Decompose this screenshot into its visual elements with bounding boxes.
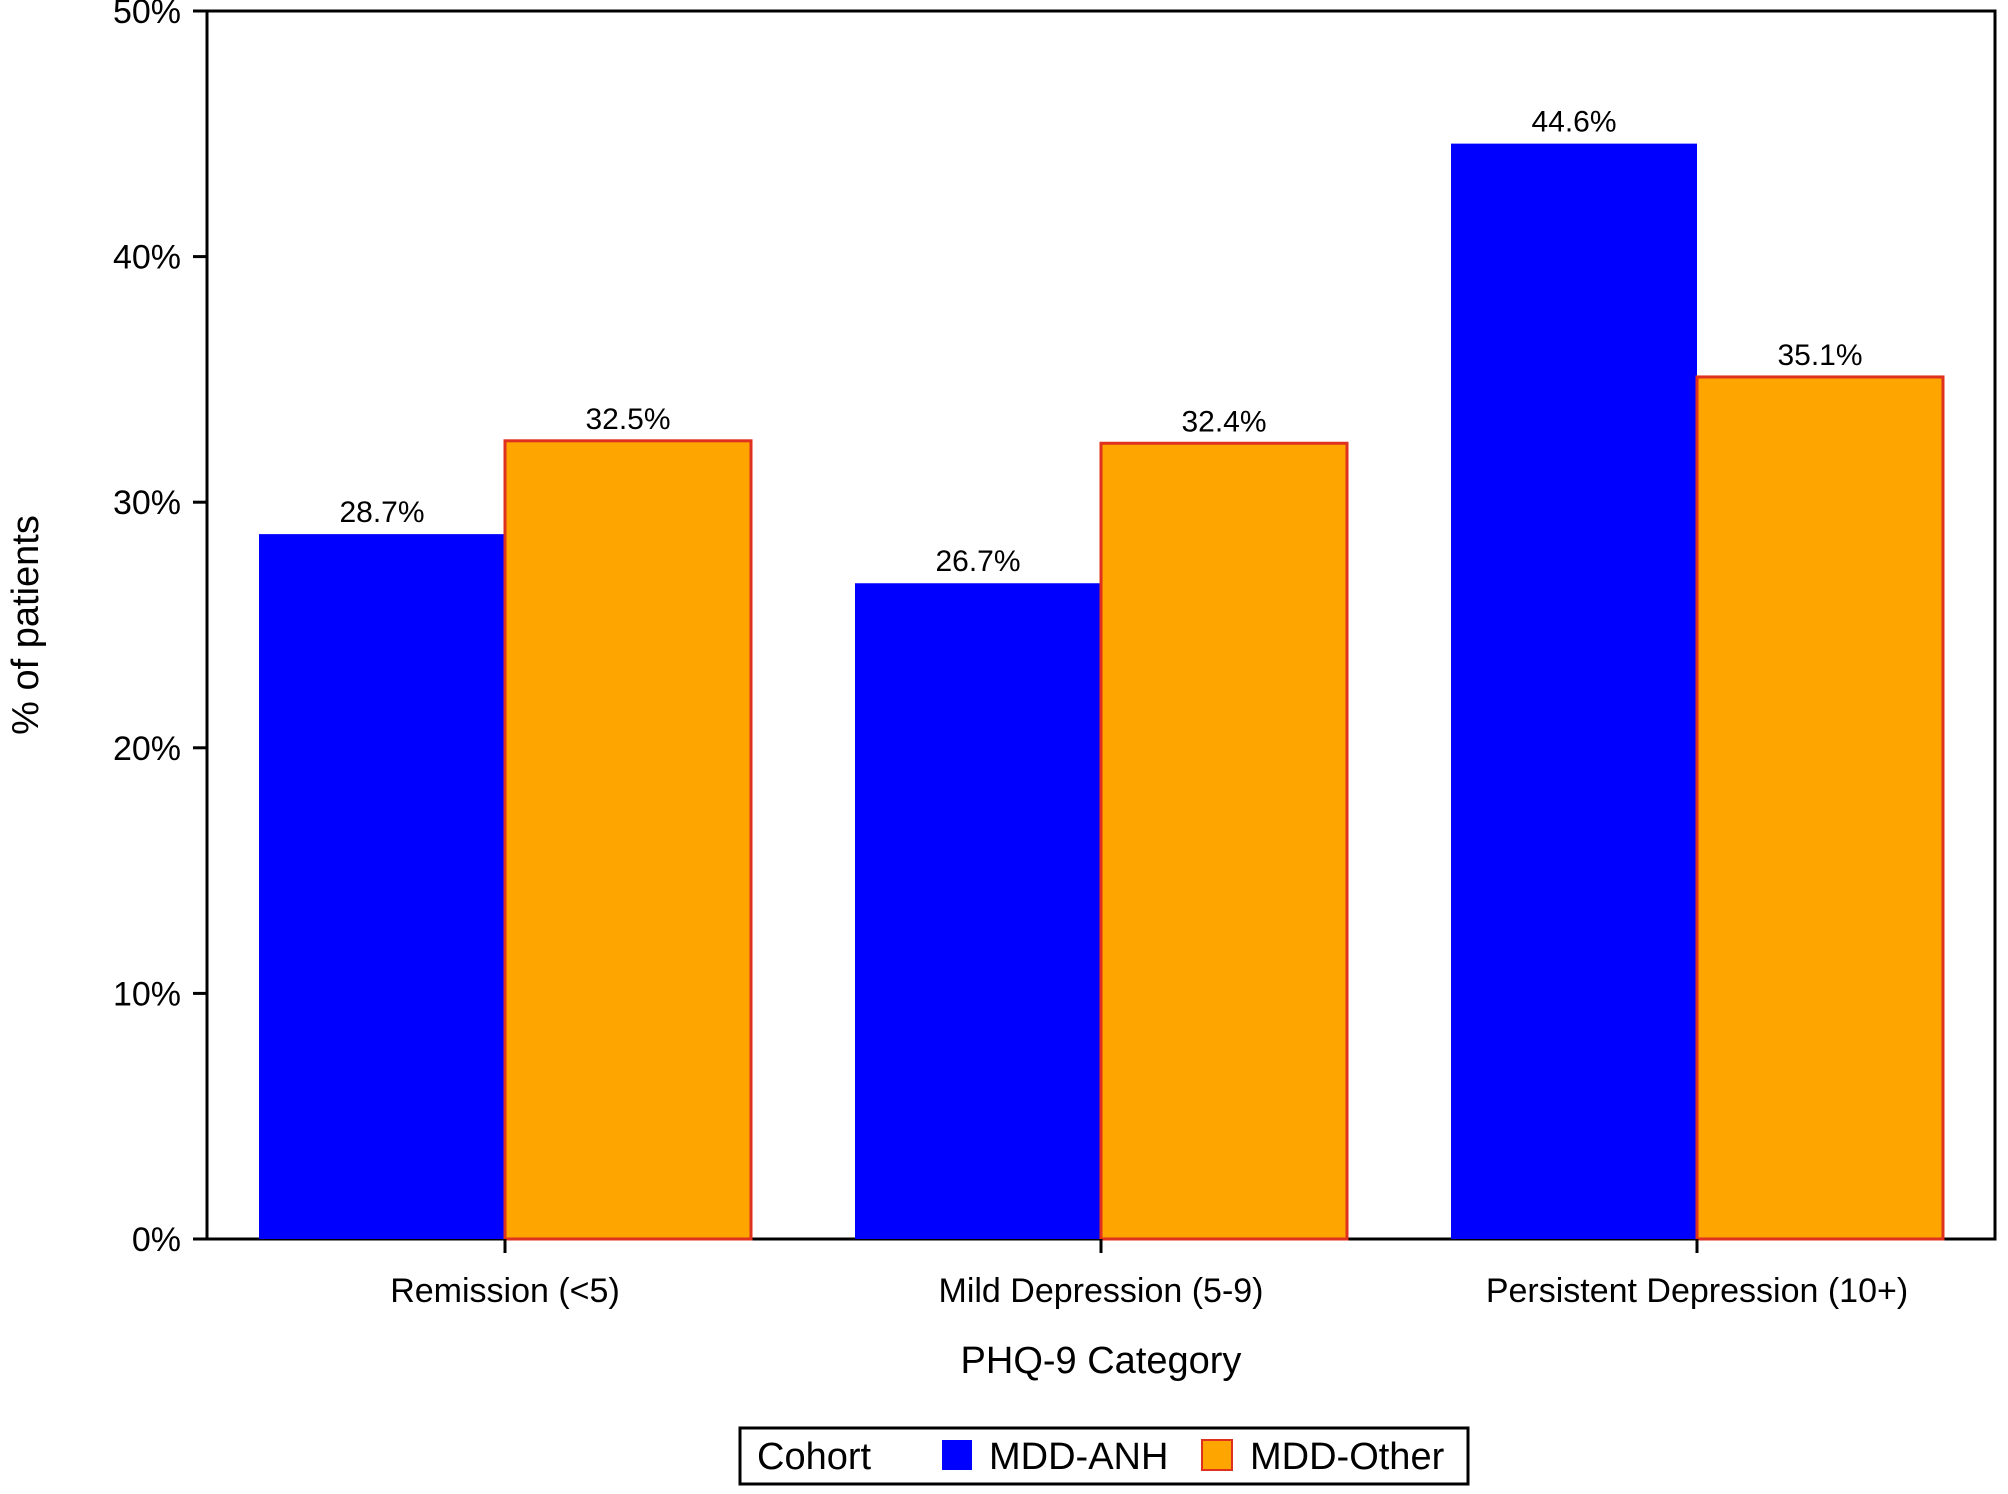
legend: Cohort MDD-ANH MDD-Other (738, 1426, 1470, 1486)
bar-mdd-anh-mild-depression-5-9 (855, 583, 1101, 1239)
data-label-mdd-other-remission-5: 32.5% (585, 403, 670, 436)
data-label-mdd-anh-mild-depression-5-9: 26.7% (935, 545, 1020, 578)
legend-frame (738, 1426, 1470, 1486)
y-axis-title: % of patients (5, 515, 47, 735)
y-tick-label-0: 0% (132, 1221, 181, 1259)
x-tick-label-remission-5: Remission (<5) (390, 1272, 620, 1310)
x-axis: Remission (<5) Mild Depression (5-9) Persi… (390, 1239, 1908, 1310)
y-tick-label-40: 40% (113, 239, 181, 277)
legend-label-mdd-other: MDD-Other (1250, 1436, 1445, 1478)
y-tick-label-50: 50% (113, 0, 181, 31)
x-tick-label-mild-depression-5-9: Mild Depression (5-9) (939, 1272, 1264, 1310)
data-label-mdd-anh-persistent-depression-10: 44.6% (1531, 106, 1616, 139)
data-label-mdd-other-persistent-depression-10: 35.1% (1777, 339, 1862, 372)
bar-mdd-anh-persistent-depression-10 (1451, 143, 1697, 1239)
bars: 28.7% 32.5% 26.7% 32.4% 44.6% 35.1% (259, 106, 1945, 1241)
x-axis-title: PHQ-9 Category (961, 1340, 1242, 1382)
y-tick-label-30: 30% (113, 484, 181, 522)
legend-title: Cohort (757, 1436, 871, 1478)
data-label-mdd-anh-remission-5: 28.7% (339, 496, 424, 529)
bar-mdd-other-persistent-depression-10 (1695, 375, 1945, 1241)
bar-mdd-other-mild-depression-5-9 (1099, 441, 1349, 1241)
y-tick-label-20: 20% (113, 730, 181, 768)
data-label-mdd-other-mild-depression-5-9: 32.4% (1181, 405, 1266, 438)
bar-mdd-anh-remission-5 (259, 534, 505, 1239)
legend-label-mdd-anh: MDD-ANH (989, 1436, 1168, 1478)
x-tick-label-persistent-depression-10: Persistent Depression (10+) (1486, 1272, 1908, 1310)
y-tick-label-10: 10% (113, 975, 181, 1013)
bar-mdd-other-remission-5 (503, 439, 753, 1241)
legend-swatch-mdd-other (1201, 1439, 1233, 1471)
y-axis: 0% 10% 20% 30% 40% 50% (113, 0, 207, 1259)
legend-swatch-mdd-anh (942, 1440, 972, 1470)
